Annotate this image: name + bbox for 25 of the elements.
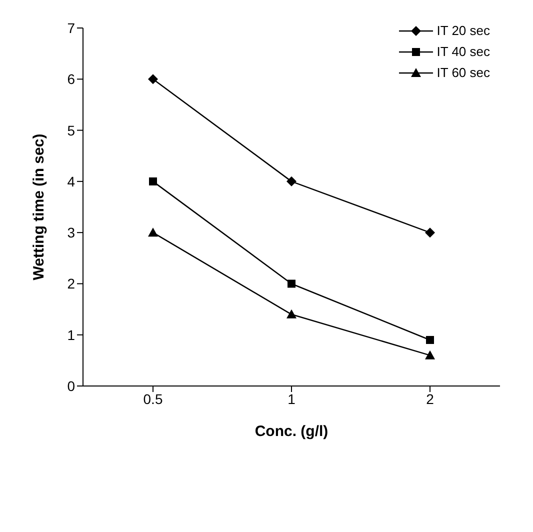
point <box>286 176 296 186</box>
x-axis-title: Conc. (g/l) <box>254 423 328 440</box>
x-tick-label: 1 <box>288 390 296 407</box>
y-axis-title: Wetting time (in sec) <box>30 134 48 280</box>
y-tick-label: 0 <box>67 378 76 394</box>
point <box>425 350 435 360</box>
y-tick-label: 6 <box>67 71 76 88</box>
y-tick-label: 1 <box>67 326 76 343</box>
y-tick-label: 4 <box>67 173 76 190</box>
legend-label: IT 20 sec <box>436 23 490 38</box>
point <box>425 228 435 238</box>
point <box>426 336 434 344</box>
point <box>286 309 296 318</box>
point <box>148 74 158 84</box>
point <box>148 228 158 237</box>
y-tick-label: 3 <box>67 224 76 241</box>
y-tick-label: 7 <box>67 20 76 36</box>
x-tick-label: 0.5 <box>143 390 163 407</box>
legend-label: IT 60 sec <box>436 65 490 80</box>
y-tick-label: 5 <box>67 122 76 138</box>
point <box>288 280 296 288</box>
legend-label: IT 40 sec <box>436 44 490 59</box>
y-tick-label: 2 <box>67 276 76 292</box>
x-tick-label: 2 <box>426 390 434 407</box>
point <box>149 177 157 186</box>
